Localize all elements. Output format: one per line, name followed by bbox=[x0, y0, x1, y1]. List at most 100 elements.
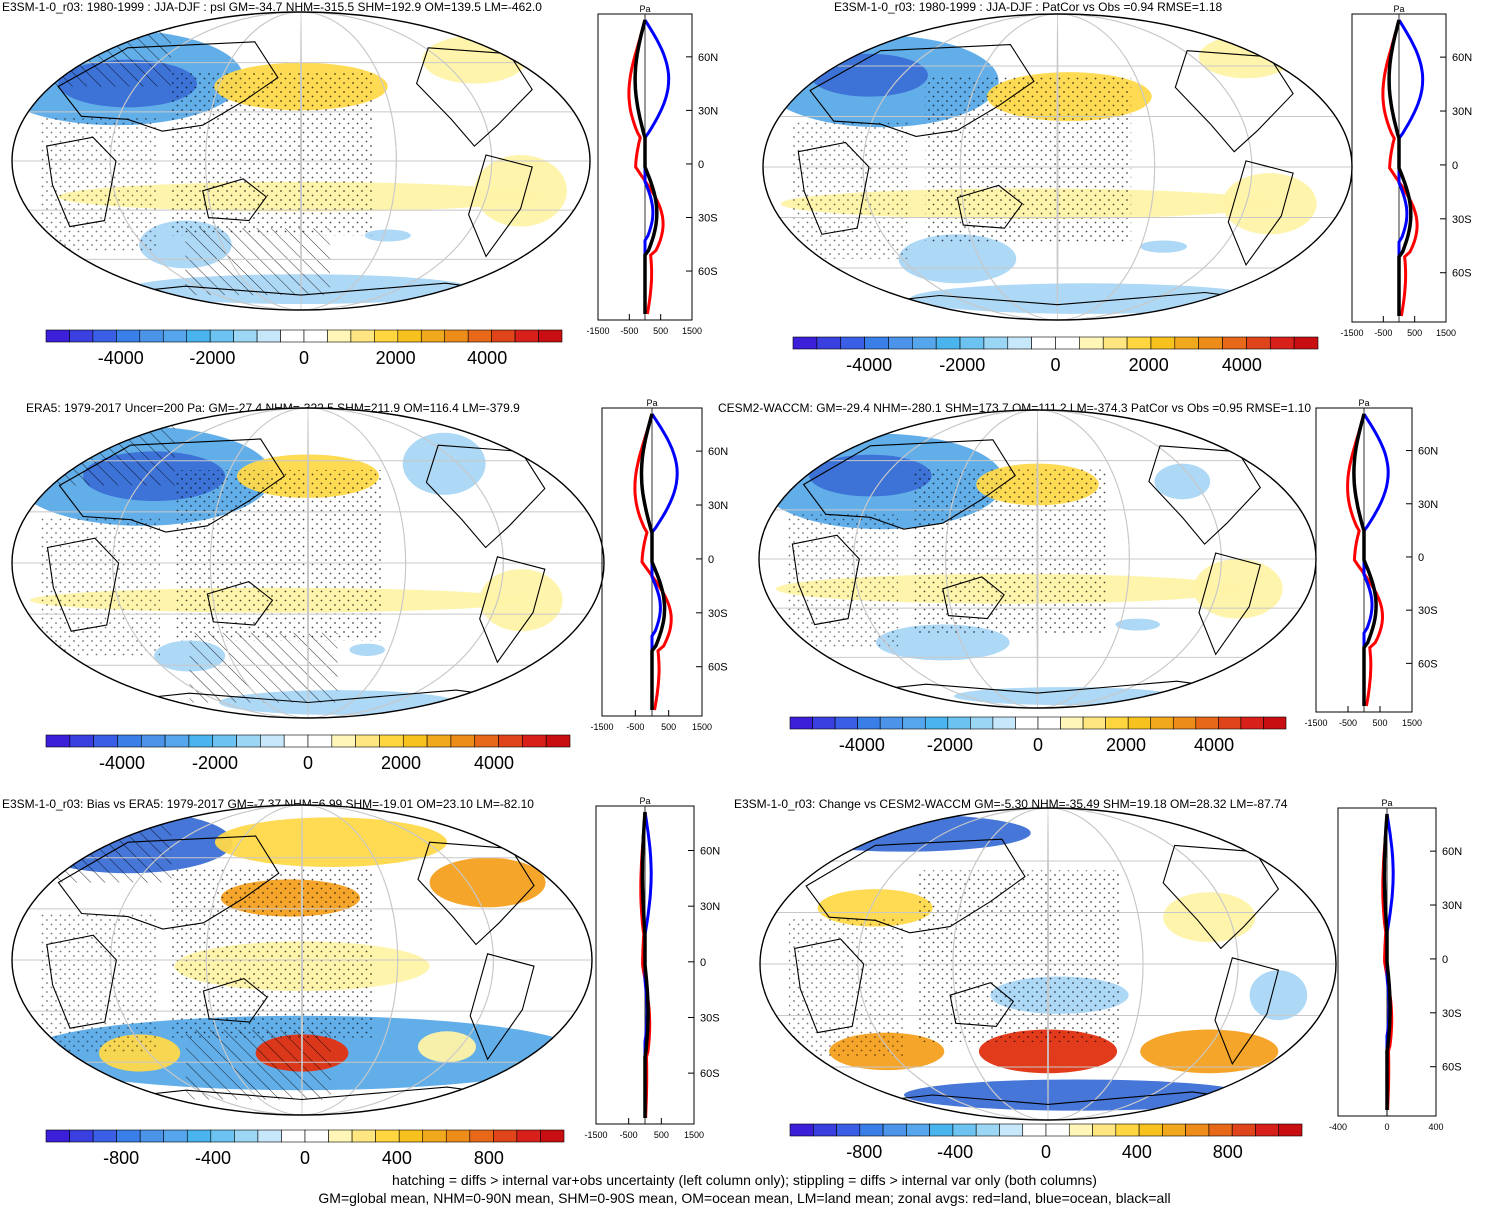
colorbar-swatch bbox=[538, 329, 563, 343]
colorbar-swatch bbox=[1068, 1123, 1093, 1137]
contour-region bbox=[474, 155, 567, 227]
contour-region bbox=[1139, 240, 1188, 253]
coastline-africa bbox=[46, 537, 120, 632]
colorbar-tick-label: 800 bbox=[1213, 1142, 1243, 1162]
profile-x-tick-label: -500 bbox=[626, 722, 644, 732]
meridian-gridline bbox=[857, 808, 1239, 1120]
colorbar-swatch bbox=[140, 734, 166, 748]
hatching-region bbox=[26, 805, 172, 883]
colorbar-swatch bbox=[116, 1129, 141, 1143]
meridian-gridline bbox=[1047, 808, 1049, 1120]
colorbar-swatch bbox=[983, 336, 1009, 350]
profile-y-tick-label: 0 bbox=[698, 159, 704, 171]
colorbar-tick-label: 0 bbox=[300, 1148, 310, 1168]
colorbar-swatch bbox=[1208, 1123, 1233, 1137]
colorbar-swatch bbox=[350, 329, 375, 343]
colorbar-swatch bbox=[516, 1129, 541, 1143]
colorbar-tick-label: -800 bbox=[846, 1142, 882, 1162]
colorbar-swatch bbox=[422, 1129, 447, 1143]
colorbar-tick-label: 0 bbox=[1041, 1142, 1051, 1162]
colorbar-tick-label: 400 bbox=[382, 1148, 412, 1168]
colorbar-swatch bbox=[1082, 716, 1106, 730]
colorbar-swatch bbox=[1126, 336, 1152, 350]
colorbar-tick-label: -400 bbox=[195, 1148, 231, 1168]
profile-y-tick-label: 30S bbox=[708, 608, 728, 620]
map-fill-layer bbox=[12, 12, 590, 310]
colorbar-swatch bbox=[906, 1123, 930, 1137]
zonal-profile-e3sm-patcor: Pa 60N 30N 0 30S 60S -1500 -500 500 1500 bbox=[1340, 4, 1472, 338]
profile-y-tick-label: 30S bbox=[1442, 1008, 1462, 1020]
map-fill-layer bbox=[12, 408, 604, 718]
colorbar-swatch bbox=[1162, 1123, 1186, 1137]
profile-x-tick-label: 500 bbox=[653, 326, 668, 336]
map-fill-layer bbox=[759, 410, 1316, 708]
profile-y-tick-label: 60S bbox=[1452, 268, 1472, 280]
colorbar-swatch bbox=[281, 1129, 306, 1143]
colorbar-swatch bbox=[1102, 336, 1128, 350]
meridian-gridline bbox=[959, 14, 1156, 320]
colorbar-swatch bbox=[257, 1129, 282, 1143]
coastline-africa bbox=[46, 136, 117, 228]
colorbar-swatch bbox=[924, 716, 949, 730]
profile-y-tick-label: 60N bbox=[1442, 846, 1462, 858]
zonal-profile-e3sm-model: Pa 60N 30N 0 30S 60S -1500 -500 500 1500 bbox=[586, 4, 718, 336]
stippling-region bbox=[912, 469, 1108, 634]
meridian-gridline bbox=[945, 410, 1130, 708]
profile-y-tick-label: 30S bbox=[1418, 605, 1438, 617]
colorbar-tick-label: -4000 bbox=[846, 355, 892, 375]
zonal-ocean-curve bbox=[1397, 19, 1425, 316]
colorbar-swatch bbox=[1185, 1123, 1210, 1137]
colorbar-swatch bbox=[45, 1129, 70, 1143]
colorbar-e3sm-model: -4000 -2000 0 2000 4000 bbox=[45, 329, 563, 368]
colorbar-swatch bbox=[45, 734, 71, 748]
colorbar-swatch bbox=[398, 1129, 424, 1143]
stippling-region bbox=[40, 116, 157, 251]
coastline-africa bbox=[793, 938, 865, 1034]
colorbar-tick-label: -2000 bbox=[192, 753, 238, 773]
colorbar-swatch bbox=[792, 336, 818, 350]
zonal-land-curve bbox=[627, 19, 665, 315]
hatching-region bbox=[185, 228, 330, 296]
stippling-region bbox=[788, 917, 904, 1058]
profile-y-tick-label: 60S bbox=[1418, 658, 1438, 670]
meridian-gridline bbox=[1036, 410, 1039, 708]
profile-y-tick-label: 30S bbox=[700, 1012, 720, 1024]
coastline-australia bbox=[942, 576, 1005, 620]
hatching-region bbox=[189, 632, 338, 703]
colorbar-tick-label: -4000 bbox=[839, 735, 885, 755]
profile-y-tick-label: 0 bbox=[708, 554, 714, 566]
contour-region bbox=[215, 817, 447, 867]
profile-x-tick-label: 0 bbox=[1384, 1122, 1389, 1132]
colorbar-swatch bbox=[929, 1123, 954, 1137]
profile-y-tick-label: 60N bbox=[708, 446, 728, 458]
colorbar-swatch bbox=[374, 329, 399, 343]
contour-region bbox=[479, 569, 563, 632]
contour-region bbox=[809, 454, 932, 497]
colorbar-tick-label: 0 bbox=[1050, 355, 1060, 375]
profile-y-tick-label: 30N bbox=[1452, 106, 1472, 118]
contour-region bbox=[429, 857, 546, 908]
colorbar-swatch bbox=[999, 1123, 1024, 1137]
colorbar-swatch bbox=[1055, 336, 1080, 350]
profile-y-tick-label: 0 bbox=[700, 957, 706, 969]
zonal-all-curve bbox=[1382, 813, 1392, 1110]
profile-x-tick-label: 500 bbox=[661, 722, 676, 732]
profile-y-tick-label: 60N bbox=[698, 52, 718, 64]
colorbar-swatch bbox=[139, 329, 164, 343]
zonal-profile-cesm2: Pa 60N 30N 0 30S 60S -1500 -500 500 1500 bbox=[1304, 398, 1438, 728]
colorbar-bias: -800 -400 0 400 800 bbox=[45, 1129, 565, 1168]
contour-region bbox=[1222, 173, 1317, 235]
hatching-region bbox=[186, 1029, 331, 1100]
profile-x-tick-label: -1500 bbox=[1340, 328, 1363, 338]
colorbar-swatch bbox=[233, 329, 258, 343]
stippling-region bbox=[786, 514, 899, 649]
meridian-gridline bbox=[301, 805, 303, 1115]
colorbar-swatch bbox=[789, 1123, 814, 1137]
colorbar-swatch bbox=[879, 716, 904, 730]
profile-y-tick-label: 0 bbox=[1418, 552, 1424, 564]
coastline-south-america bbox=[1227, 160, 1294, 267]
contour-region bbox=[777, 814, 1031, 852]
colorbar-swatch bbox=[888, 336, 913, 350]
profile-y-tick-label: 30N bbox=[1442, 900, 1462, 912]
profile-y-tick-label: 0 bbox=[1452, 160, 1458, 172]
